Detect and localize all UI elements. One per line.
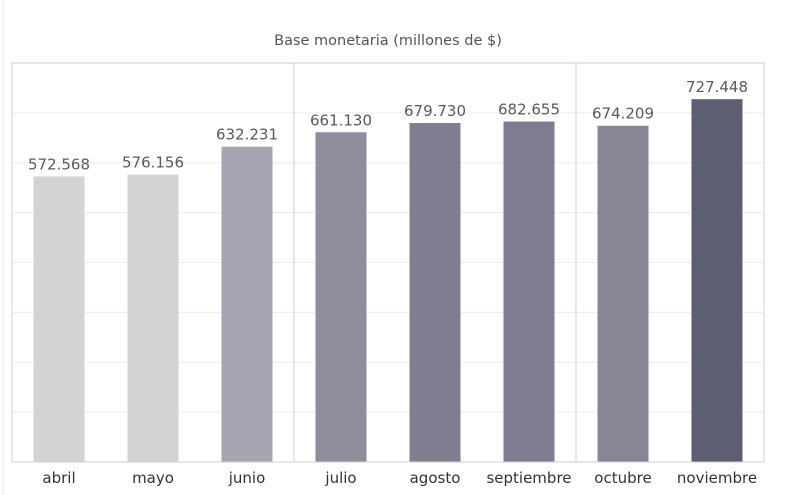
data-label: 679.730: [404, 102, 466, 120]
bar: [127, 174, 179, 462]
x-tick-label: agosto: [410, 469, 461, 487]
data-label: 661.130: [310, 111, 372, 129]
bar: [691, 99, 743, 463]
x-tick-label: noviembre: [677, 469, 757, 487]
bar: [409, 122, 461, 462]
x-tick-label: septiembre: [486, 469, 571, 487]
x-tick-label: abril: [42, 469, 75, 487]
bar: [503, 121, 555, 462]
x-tick-label: mayo: [132, 469, 174, 487]
data-label: 572.568: [28, 155, 90, 173]
bar: [33, 176, 85, 463]
data-label: 682.655: [498, 101, 560, 119]
chart-title: Base monetaria (millones de $): [274, 33, 502, 49]
data-label: 727.448: [686, 78, 748, 96]
x-tick-label: octubre: [594, 469, 651, 487]
plot-frame: [11, 62, 765, 463]
x-tick-label: junio: [228, 469, 266, 487]
bar: [221, 146, 273, 462]
plot-border: [11, 62, 765, 463]
bar: [315, 132, 367, 462]
data-label: 674.209: [592, 105, 654, 123]
bar: [597, 125, 649, 463]
x-tick-label: julio: [324, 469, 356, 487]
bars-group: 572.568 abril 576.156 mayo 632.231 junio 661.1…: [28, 78, 757, 487]
data-label: 632.231: [216, 126, 278, 144]
data-label: 576.156: [122, 154, 184, 172]
